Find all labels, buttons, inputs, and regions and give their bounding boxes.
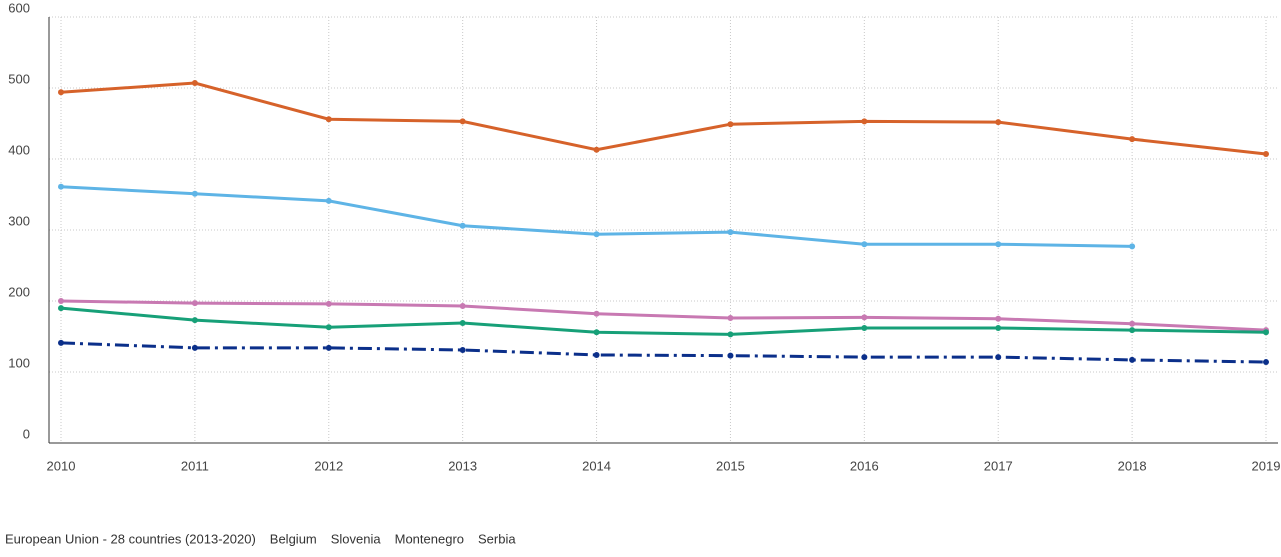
y-tick-label: 300 [8,213,30,228]
point [58,298,64,304]
legend-item[interactable]: Montenegro [395,531,464,546]
x-tick-label: 2010 [47,458,76,473]
series-line [60,81,1267,156]
point [1129,327,1136,334]
point [191,80,198,87]
legend-item[interactable]: Serbia [478,531,516,546]
point [58,305,64,312]
point [995,315,1002,322]
point [459,302,466,309]
series-line [60,306,1267,336]
point [861,324,868,331]
point [727,331,734,338]
point [459,346,466,353]
x-tick-label: 2016 [850,458,879,473]
series-line [60,341,1267,364]
point [1129,320,1136,327]
x-tick-label: 2017 [984,458,1013,473]
point [325,116,332,123]
legend-item[interactable]: Belgium [270,531,317,546]
point [459,118,466,125]
point [727,229,734,236]
point [727,352,734,359]
y-tick-label: 600 [8,0,30,15]
point [593,351,600,358]
point [1129,136,1136,143]
point [58,183,64,190]
point [325,197,332,204]
point [593,146,600,153]
point [593,310,600,317]
legend-item[interactable]: European Union - 28 countries (2013-2020… [5,531,256,546]
point [325,344,332,351]
point [58,89,64,96]
point [325,300,332,307]
point [727,121,734,128]
y-tick-label: 100 [8,355,30,370]
point [1129,356,1136,363]
point [995,324,1002,331]
point [191,344,198,351]
point [325,324,332,331]
y-tick-label: 0 [23,426,30,441]
point [995,119,1002,126]
point [191,300,198,307]
x-tick-label: 2014 [582,458,611,473]
point [459,320,466,327]
point [1129,243,1136,250]
point [191,317,198,324]
y-tick-label: 400 [8,142,30,157]
x-tick-label: 2011 [181,458,209,473]
y-tick-label: 500 [8,71,30,86]
point [459,222,466,229]
point [1263,359,1269,366]
point [593,231,600,238]
point [727,315,734,322]
point [593,329,600,336]
x-tick-label: 2018 [1118,458,1147,473]
point [1263,329,1269,336]
point [995,354,1002,361]
legend-item[interactable]: Slovenia [331,531,382,546]
point [191,190,198,197]
point [861,354,868,361]
x-tick-label: 2019 [1252,458,1281,473]
point [995,241,1002,248]
point [1263,151,1269,158]
point [861,314,868,321]
x-tick-label: 2012 [314,458,343,473]
point [861,241,868,248]
series-line [60,299,1267,332]
x-tick-label: 2013 [448,458,477,473]
point [861,118,868,125]
series-line [60,185,1133,248]
point [58,339,64,346]
x-tick-label: 2015 [716,458,745,473]
y-tick-label: 200 [8,284,30,299]
